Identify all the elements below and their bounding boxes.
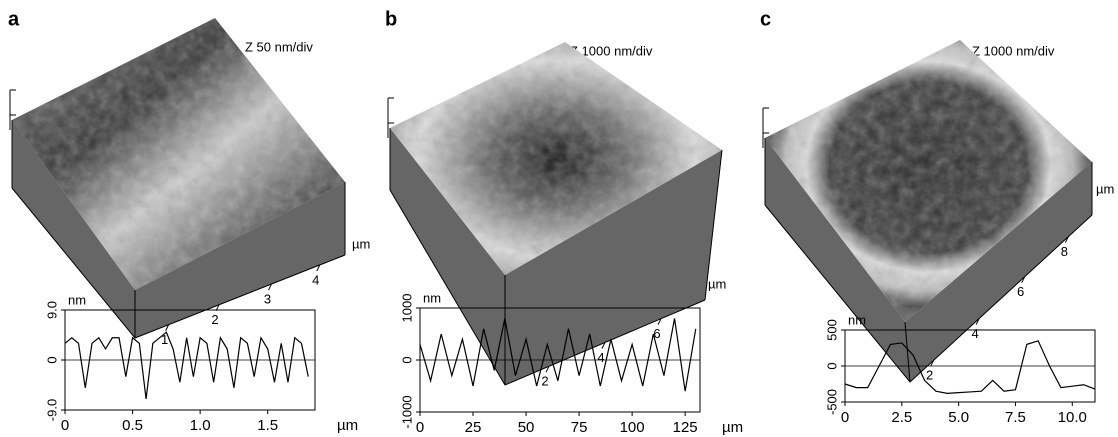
y-axis-label: nm xyxy=(848,312,866,327)
x-tick-label: 100 xyxy=(620,419,645,436)
surface-texture xyxy=(12,18,345,290)
box-edge xyxy=(704,149,723,301)
surface-tick-label: 4 xyxy=(312,272,319,287)
surface-tick xyxy=(1021,276,1026,284)
panel-label: b xyxy=(385,8,397,30)
surface-tick-label: 6 xyxy=(653,326,660,341)
x-tick-label: 7.5 xyxy=(1005,409,1026,426)
surface-tick-label: 3 xyxy=(264,291,271,306)
surface-tick-label: 1 xyxy=(161,332,168,347)
y-tick-label: 1000 xyxy=(399,294,414,323)
surface-tick xyxy=(601,342,606,349)
y-tick-label: -9.0 xyxy=(44,399,59,421)
surface-tick xyxy=(268,283,272,291)
surface-unit: µm xyxy=(352,236,370,251)
surface-unit: µm xyxy=(708,276,726,291)
profile-line xyxy=(419,318,697,392)
surface-texture xyxy=(390,42,722,275)
x-tick-label: 75 xyxy=(571,419,588,436)
surface-side xyxy=(390,128,722,385)
surface-tick xyxy=(545,366,550,373)
surface-tick xyxy=(316,264,321,272)
surface-side xyxy=(765,138,1092,382)
surface-tick xyxy=(1064,236,1069,243)
y-tick-label: 500 xyxy=(824,319,839,341)
surface-tick-label: 8 xyxy=(1061,244,1068,259)
x-tick-label: 50 xyxy=(518,419,535,436)
x-tick-label: 0 xyxy=(416,419,424,436)
surface-side xyxy=(12,120,345,338)
surface-tick xyxy=(930,360,935,367)
x-tick-label: 5.0 xyxy=(948,409,969,426)
profile-line xyxy=(64,331,309,399)
y-tick-label: 0 xyxy=(44,356,59,363)
surface-tick-label: 6 xyxy=(1017,284,1024,299)
surface-tick-label: 4 xyxy=(597,350,604,365)
box-edge xyxy=(904,321,911,383)
surface-tick-label: 2 xyxy=(541,374,548,389)
surface-tick-label: 4 xyxy=(972,326,979,341)
y-tick-label: 0 xyxy=(824,362,839,369)
x-axis-label: µm xyxy=(722,419,743,436)
surface-tick xyxy=(165,324,170,331)
x-tick-label: 25 xyxy=(465,419,482,436)
x-tick-label: 1.0 xyxy=(190,417,211,434)
y-axis-label: nm xyxy=(423,290,441,305)
z-scale-annotation: Z 1000 nm/div xyxy=(972,43,1055,58)
x-axis-label: µm xyxy=(337,417,358,434)
x-tick-label: 125 xyxy=(673,419,698,436)
surface-tick-label: 2 xyxy=(926,368,933,383)
x-tick-label: 10.0 xyxy=(1058,409,1087,426)
y-tick-label: 0 xyxy=(399,356,414,363)
panel-label: a xyxy=(8,8,20,30)
z-scale-annotation: Z 1000 nm/div xyxy=(570,43,653,58)
y-tick-label: -500 xyxy=(824,389,839,415)
surface-texture xyxy=(765,40,1092,322)
x-tick-label: 0 xyxy=(841,409,849,426)
y-axis-label: nm xyxy=(68,292,86,307)
y-tick-label: -1000 xyxy=(399,395,414,428)
profile-line xyxy=(844,340,1096,394)
surface-tick xyxy=(975,318,980,325)
z-scale-annotation: Z 50 nm/div xyxy=(245,39,313,54)
x-tick-label: 0 xyxy=(61,417,69,434)
x-tick-label: 1.5 xyxy=(257,417,278,434)
panel-label: c xyxy=(760,8,771,30)
surface-tick-label: 2 xyxy=(211,312,218,327)
x-tick-label: 0.5 xyxy=(122,417,143,434)
y-tick-label: 9.0 xyxy=(44,301,59,319)
surface-unit: µm xyxy=(1096,181,1114,196)
surface-tick xyxy=(657,318,662,325)
x-tick-label: 2.5 xyxy=(891,409,912,426)
